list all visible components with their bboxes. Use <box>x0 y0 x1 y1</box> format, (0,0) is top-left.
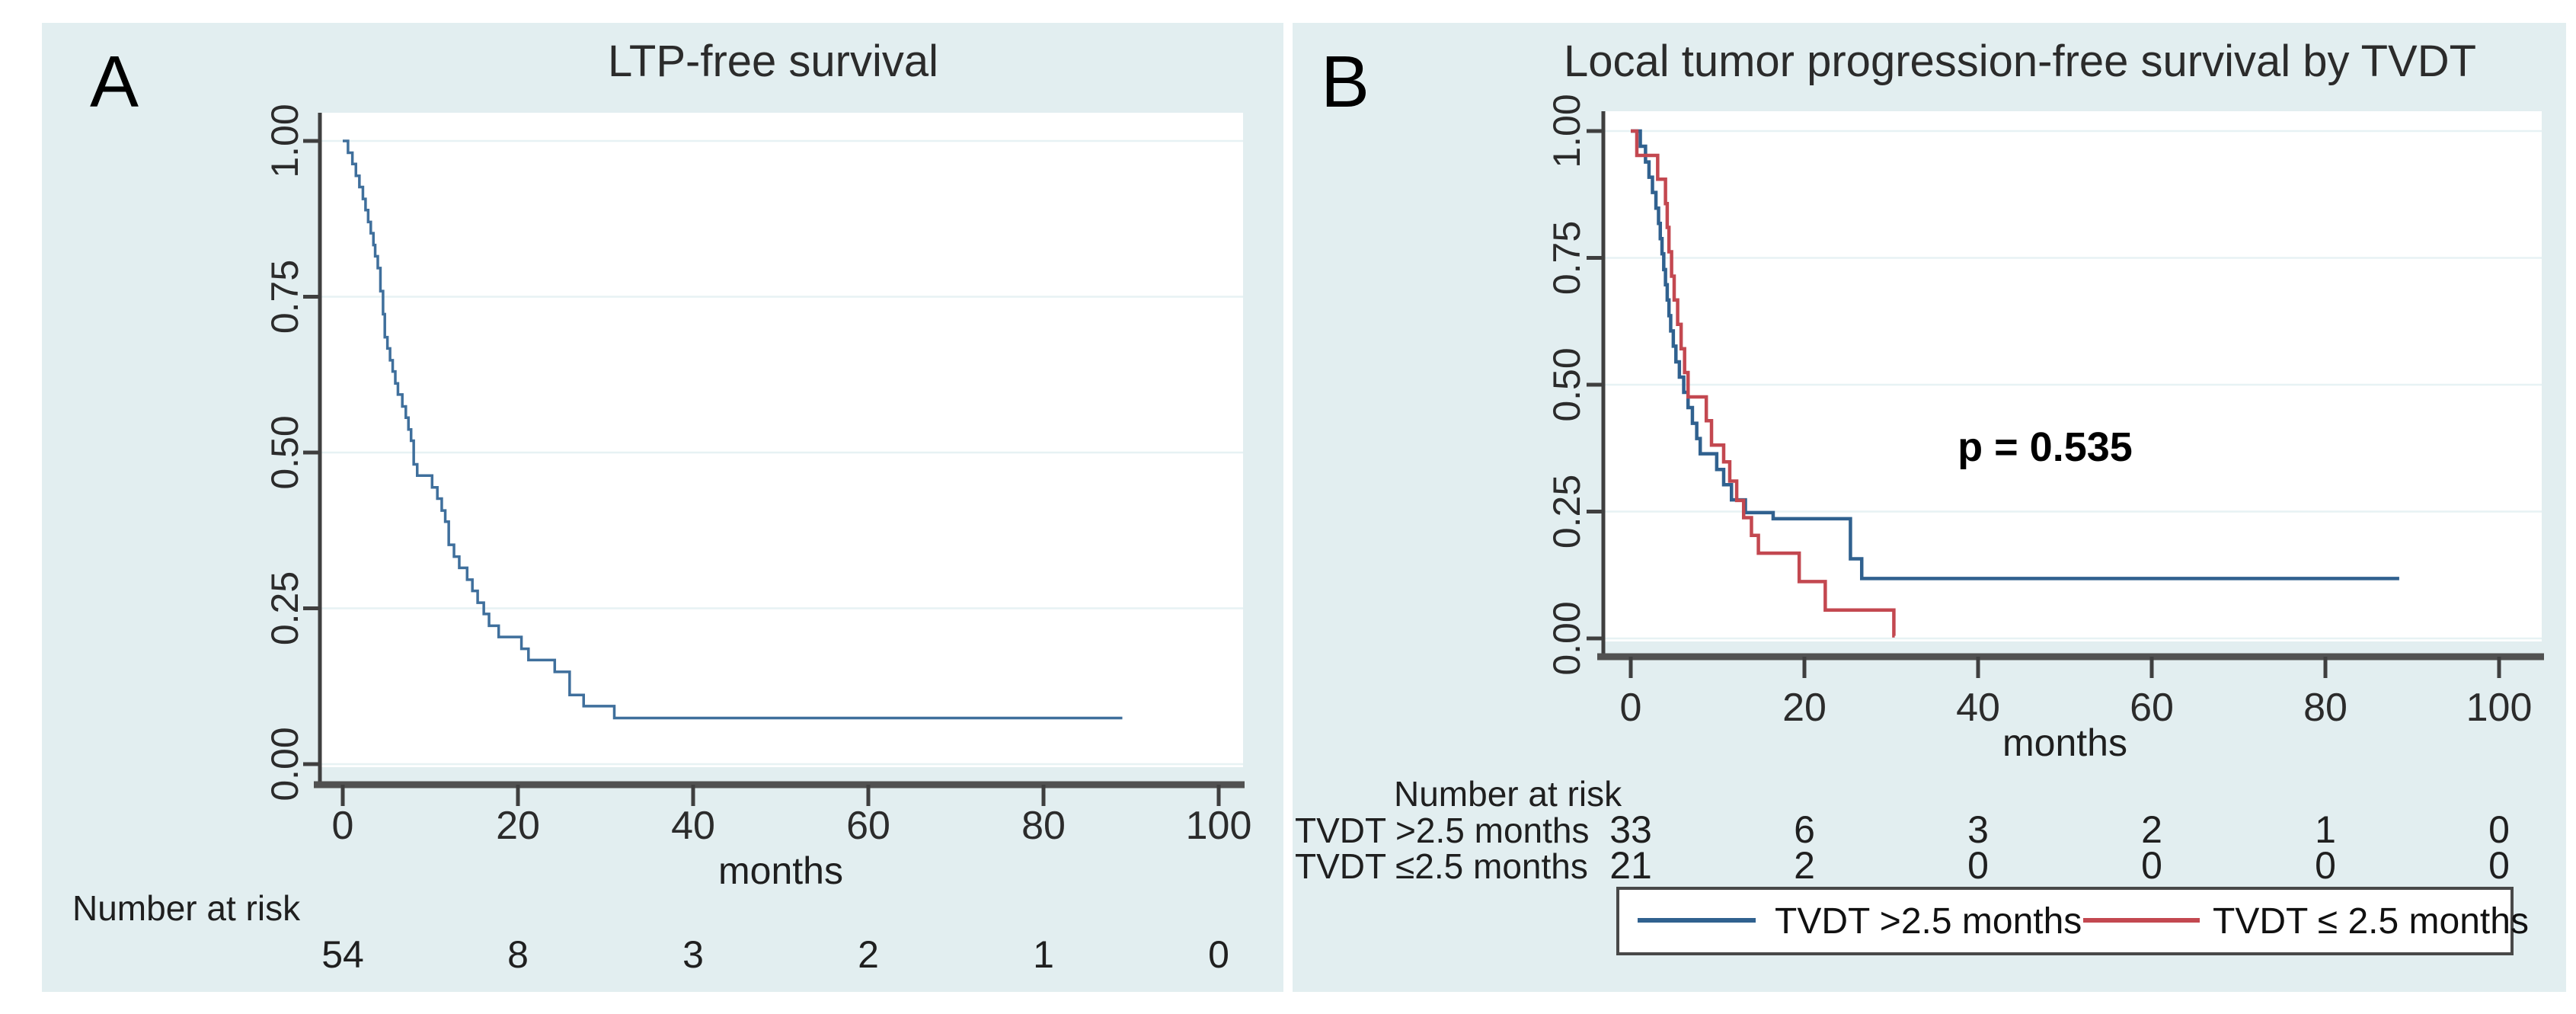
risk-value: 21 <box>1609 844 1652 887</box>
panel-b: B Local tumor progression-free survival … <box>1293 23 2566 992</box>
risk-value: 1 <box>2315 808 2336 851</box>
risk-value: 3 <box>682 933 704 976</box>
risk-value: 2 <box>858 933 879 976</box>
p-value-annotation: p = 0.535 <box>1958 424 2133 470</box>
panel-b-title: Local tumor progression-free survival by… <box>1564 37 2476 86</box>
risk-value: 3 <box>1967 808 1989 851</box>
y-tick-label: 0.50 <box>264 415 306 489</box>
risk-value: 0 <box>2315 844 2336 887</box>
x-tick-label: 40 <box>671 804 715 848</box>
panel-a-curves <box>343 139 1123 720</box>
panel-a-gridlines <box>320 139 1243 766</box>
panel-b-curves <box>1631 129 2399 638</box>
panel-b-letter: B <box>1321 41 1369 123</box>
risk-value: 33 <box>1609 808 1652 851</box>
x-tick-label: 80 <box>2303 686 2347 730</box>
panel-a-risk-header: Number at risk <box>72 888 301 928</box>
risk-value: 0 <box>1967 844 1989 887</box>
x-tick-label: 0 <box>332 804 354 848</box>
panel-b-x-axis-label: months <box>2002 721 2127 764</box>
risk-row-label: TVDT ≤2.5 months <box>1295 846 1588 886</box>
x-tick-label: 20 <box>496 804 540 848</box>
risk-value: 1 <box>1033 933 1054 976</box>
x-tick-label: 60 <box>846 804 890 848</box>
panel-a-title: LTP-free survival <box>608 37 938 86</box>
panel-a: A LTP-free survival 0.00 0.25 0.50 0.75 1.00… <box>42 23 1283 992</box>
risk-row-label: TVDT >2.5 months <box>1295 811 1590 850</box>
panel-a-letter: A <box>90 41 139 123</box>
risk-value: 0 <box>2488 808 2510 851</box>
legend-label-tvdt-le: TVDT ≤ 2.5 months <box>2213 901 2529 942</box>
risk-value: 0 <box>1208 933 1229 976</box>
panel-b-plot-area <box>1603 111 2542 641</box>
risk-value: 0 <box>2141 844 2162 887</box>
y-tick-label: 0.00 <box>264 727 306 801</box>
risk-value: 54 <box>321 933 364 976</box>
y-tick-label: 0.25 <box>264 571 306 645</box>
risk-value: 6 <box>1794 808 1815 851</box>
km-curve-all-patients <box>343 139 1123 720</box>
legend: TVDT >2.5 months TVDT ≤ 2.5 months <box>1616 887 2529 955</box>
panel-a-x-axis-label: months <box>718 849 843 892</box>
panel-a-risk-table: 54 8 3 2 1 0 <box>321 933 1229 976</box>
y-tick-label: 0.50 <box>1545 347 1588 421</box>
risk-value: 2 <box>1794 844 1815 887</box>
risk-value: 0 <box>2488 844 2510 887</box>
x-tick-label: 100 <box>1186 804 1252 848</box>
y-tick-label: 0.25 <box>1545 475 1588 549</box>
y-tick-label: 0.75 <box>264 260 306 334</box>
panel-b-x-ticks: 0 20 40 60 80 100 <box>1620 657 2533 730</box>
risk-value: 2 <box>2141 808 2162 851</box>
y-tick-label: 1.00 <box>1545 94 1588 168</box>
legend-label-tvdt-gt: TVDT >2.5 months <box>1775 901 2082 942</box>
legend-box <box>1616 887 2514 955</box>
x-tick-label: 0 <box>1620 686 1642 730</box>
x-tick-label: 80 <box>1021 804 1066 848</box>
panel-a-y-ticks: 0.00 0.25 0.50 0.75 1.00 <box>264 104 321 801</box>
panel-a-plot-area <box>320 113 1243 767</box>
x-tick-label: 20 <box>1782 686 1827 730</box>
x-tick-label: 40 <box>1956 686 2000 730</box>
km-curve-tvdt-2-5-months <box>1631 129 1896 638</box>
x-tick-label: 100 <box>2466 686 2533 730</box>
y-tick-label: 1.00 <box>264 104 306 178</box>
y-tick-label: 0.00 <box>1545 601 1588 675</box>
panel-b-risk-header: Number at risk <box>1394 774 1622 814</box>
km-curve-tvdt-2-5-months <box>1631 129 2399 581</box>
risk-value: 8 <box>507 933 529 976</box>
y-tick-label: 0.75 <box>1545 221 1588 295</box>
panel-a-x-ticks: 0 20 40 60 80 100 <box>332 785 1252 848</box>
panel-b-y-ticks: 0.00 0.25 0.50 0.75 1.00 <box>1545 94 1605 676</box>
x-tick-label: 60 <box>2130 686 2174 730</box>
